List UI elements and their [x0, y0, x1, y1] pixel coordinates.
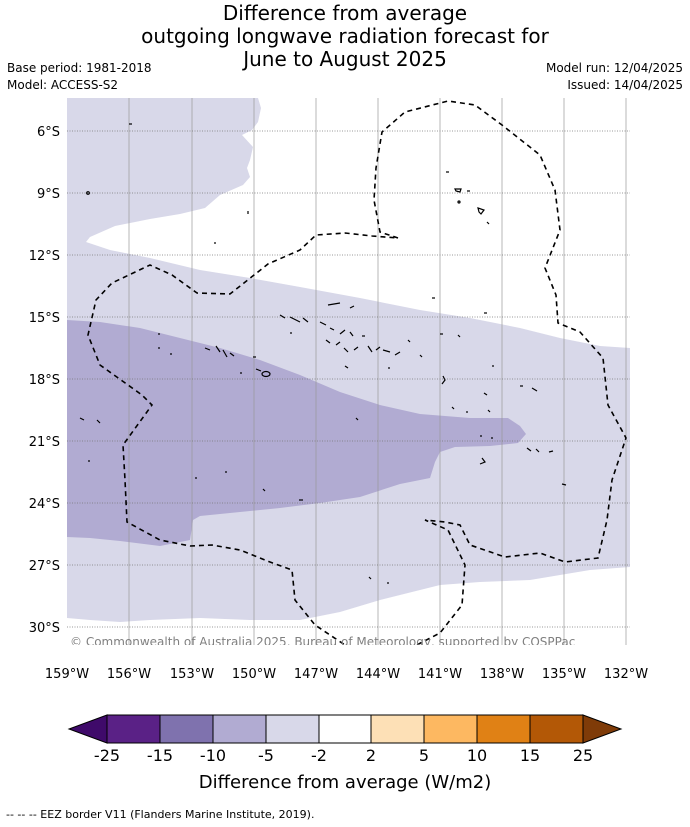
islands — [79, 123, 567, 584]
colorbar-tick: 25 — [573, 746, 593, 765]
colorbar-tick: -2 — [311, 746, 327, 765]
colorbar-ticks: -25 -15 -10 -5 -2 2 5 10 15 25 — [94, 746, 593, 765]
lon-tick: 147°W — [294, 667, 338, 682]
colorbar-label: Difference from average (W/m2) — [199, 772, 491, 793]
lon-axis: 159°W 156°W 153°W 150°W 147°W 144°W 141°… — [45, 667, 648, 682]
colorbar-segment — [529, 714, 584, 744]
lat-tick: 15°S — [29, 311, 60, 326]
eez-borders — [87, 100, 627, 645]
title-line-1: Difference from average — [222, 1, 468, 25]
title-line-3: June to August 2025 — [243, 47, 447, 71]
colorbar-segment — [265, 714, 320, 744]
colorbar-tick: -10 — [200, 746, 226, 765]
colorbar-segment — [370, 714, 425, 744]
colorbar-tick: 5 — [419, 746, 429, 765]
colorbar-segment — [476, 714, 531, 744]
lon-tick: 132°W — [604, 667, 648, 682]
lat-tick: 24°S — [29, 497, 60, 512]
grid-lines — [67, 98, 630, 645]
colorbar-segment — [423, 714, 478, 744]
colorbar-tick: -5 — [258, 746, 274, 765]
lon-tick: 141°W — [418, 667, 462, 682]
colorbar-extend-max — [582, 714, 623, 744]
eez-border-french-polynesia — [87, 100, 627, 645]
base-period-label: Base period: 1981-2018 — [7, 61, 152, 75]
model-run-label: Model run: 12/04/2025 — [545, 61, 683, 75]
colorbar-tick: 2 — [366, 746, 376, 765]
lat-axis: 6°S 9°S 12°S 15°S 18°S 21°S 24°S 27°S 30… — [29, 125, 60, 636]
eez-legend-note: -- -- -- EEZ border V11 (Flanders Marine… — [6, 808, 315, 821]
lat-tick: 6°S — [37, 125, 60, 140]
lat-tick: 12°S — [29, 249, 60, 264]
lat-tick: 9°S — [37, 187, 60, 202]
lat-tick: 27°S — [29, 559, 60, 574]
lat-tick: 30°S — [29, 621, 60, 636]
lon-tick: 156°W — [107, 667, 151, 682]
copyright-text: © Commonwealth of Australia 2025, Bureau… — [70, 635, 575, 649]
colorbar-tick: 10 — [467, 746, 487, 765]
lon-tick: 144°W — [356, 667, 400, 682]
lon-tick: 135°W — [542, 667, 586, 682]
title-line-2: outgoing longwave radiation forecast for — [141, 24, 549, 48]
lon-tick: 159°W — [45, 667, 89, 682]
colorbar-segment — [159, 714, 214, 744]
colorbar — [67, 714, 623, 744]
colorbar-tick: -15 — [147, 746, 173, 765]
lon-tick: 138°W — [480, 667, 524, 682]
issued-label: Issued: 14/04/2025 — [567, 78, 683, 92]
colorbar-tick: -25 — [94, 746, 120, 765]
colorbar-extend-min — [67, 714, 108, 744]
map-panel: © Commonwealth of Australia 2025, Bureau… — [67, 98, 630, 649]
lon-tick: 153°W — [170, 667, 214, 682]
anomaly-band-dark — [67, 320, 526, 546]
lat-tick: 21°S — [29, 435, 60, 450]
lon-tick: 150°W — [232, 667, 276, 682]
colorbar-segment — [318, 714, 372, 744]
lat-tick: 18°S — [29, 373, 60, 388]
colorbar-segment — [212, 714, 267, 744]
colorbar-tick: 15 — [520, 746, 540, 765]
model-label: Model: ACCESS-S2 — [7, 78, 119, 92]
colorbar-segment — [106, 714, 161, 744]
